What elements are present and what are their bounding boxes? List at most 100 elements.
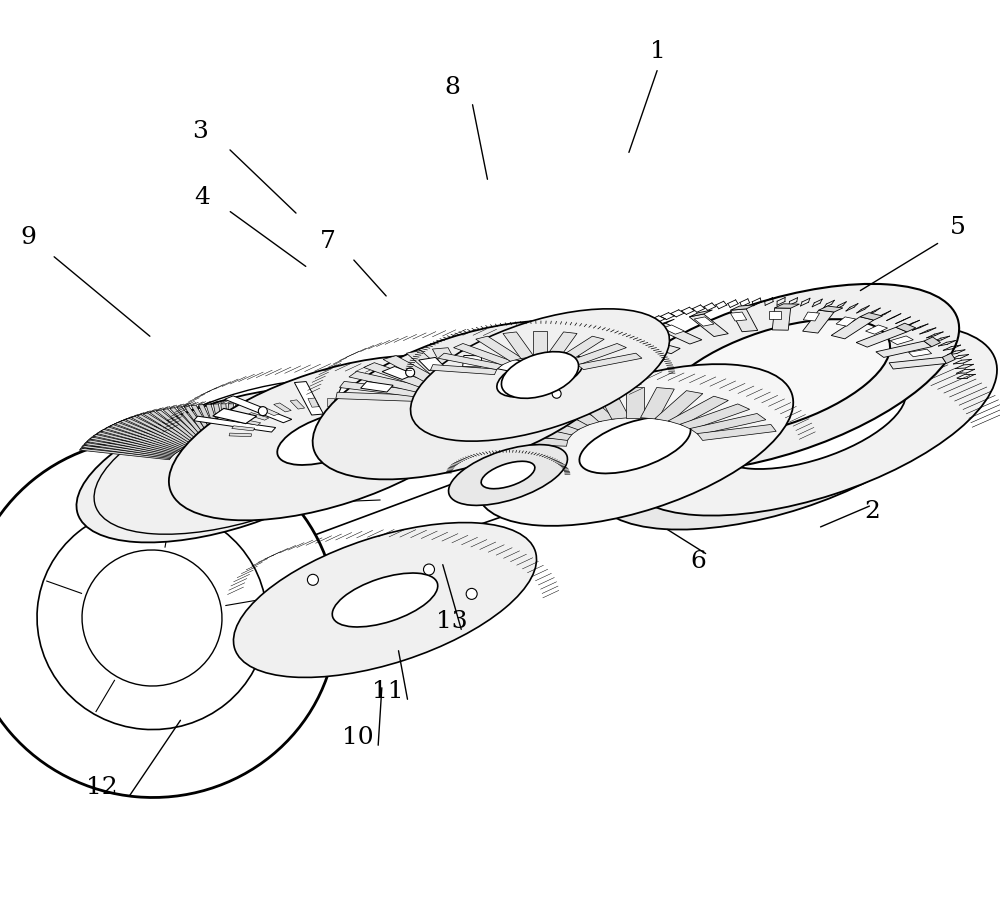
Polygon shape (177, 407, 211, 442)
Ellipse shape (411, 309, 669, 441)
Polygon shape (637, 336, 660, 344)
Polygon shape (504, 413, 580, 435)
Polygon shape (831, 317, 874, 339)
Polygon shape (238, 419, 261, 425)
Polygon shape (430, 364, 497, 375)
Polygon shape (730, 312, 747, 321)
Polygon shape (247, 412, 269, 420)
Polygon shape (184, 406, 214, 442)
Polygon shape (497, 359, 526, 372)
Text: 9: 9 (20, 226, 36, 249)
Polygon shape (143, 413, 198, 446)
Polygon shape (267, 419, 335, 448)
Ellipse shape (501, 352, 579, 399)
Polygon shape (482, 351, 530, 382)
Polygon shape (607, 352, 665, 365)
Circle shape (424, 564, 434, 575)
Polygon shape (283, 442, 371, 458)
Ellipse shape (579, 417, 691, 474)
Ellipse shape (591, 339, 965, 530)
Polygon shape (680, 404, 750, 429)
Polygon shape (335, 387, 363, 403)
Polygon shape (509, 371, 587, 392)
Polygon shape (194, 416, 276, 432)
Polygon shape (819, 306, 843, 312)
Polygon shape (279, 434, 362, 454)
Polygon shape (280, 437, 366, 455)
Polygon shape (336, 392, 417, 401)
Text: 11: 11 (372, 680, 404, 703)
Polygon shape (533, 331, 547, 357)
Polygon shape (250, 409, 292, 443)
Polygon shape (607, 347, 622, 358)
Ellipse shape (418, 374, 518, 426)
Ellipse shape (178, 439, 278, 490)
Polygon shape (274, 403, 291, 412)
Polygon shape (476, 336, 522, 361)
Polygon shape (369, 403, 386, 412)
Polygon shape (213, 409, 257, 424)
Polygon shape (263, 416, 324, 447)
Polygon shape (232, 426, 255, 431)
Polygon shape (110, 425, 184, 450)
Polygon shape (655, 390, 703, 421)
Ellipse shape (660, 319, 890, 437)
Polygon shape (731, 304, 755, 310)
Polygon shape (600, 369, 656, 377)
Ellipse shape (82, 550, 222, 686)
Polygon shape (361, 381, 393, 392)
Polygon shape (383, 356, 444, 385)
Polygon shape (382, 367, 415, 380)
Polygon shape (558, 336, 604, 361)
Polygon shape (340, 381, 421, 397)
Polygon shape (294, 381, 323, 415)
Polygon shape (290, 400, 305, 409)
Polygon shape (247, 408, 285, 443)
Circle shape (420, 430, 429, 439)
Text: 10: 10 (342, 727, 374, 749)
Polygon shape (163, 409, 206, 444)
Polygon shape (626, 387, 644, 418)
Polygon shape (490, 437, 568, 447)
Polygon shape (341, 398, 352, 407)
Polygon shape (542, 396, 602, 425)
Polygon shape (618, 349, 641, 357)
Polygon shape (438, 353, 503, 370)
Text: 2: 2 (864, 500, 880, 524)
Polygon shape (626, 336, 680, 353)
Text: 3: 3 (192, 120, 208, 143)
Polygon shape (577, 353, 642, 370)
Polygon shape (277, 431, 358, 453)
Polygon shape (492, 356, 553, 385)
Text: 12: 12 (86, 776, 118, 799)
Polygon shape (502, 362, 572, 389)
Polygon shape (206, 404, 223, 441)
Polygon shape (80, 448, 171, 459)
Polygon shape (419, 357, 446, 371)
Polygon shape (84, 442, 173, 458)
Polygon shape (227, 404, 233, 441)
Polygon shape (399, 419, 422, 425)
Polygon shape (156, 410, 203, 444)
Polygon shape (381, 408, 401, 416)
Polygon shape (460, 347, 476, 380)
Polygon shape (626, 332, 643, 342)
Circle shape (552, 390, 561, 399)
Polygon shape (690, 413, 766, 435)
Polygon shape (876, 341, 932, 357)
Polygon shape (229, 433, 252, 437)
Polygon shape (889, 357, 946, 369)
Polygon shape (471, 348, 504, 381)
Polygon shape (689, 310, 712, 317)
Polygon shape (866, 325, 888, 334)
Polygon shape (270, 422, 340, 449)
Polygon shape (924, 337, 941, 347)
Polygon shape (170, 408, 208, 443)
Circle shape (258, 407, 267, 416)
Polygon shape (90, 437, 175, 456)
Ellipse shape (449, 445, 567, 506)
Polygon shape (258, 412, 311, 445)
Polygon shape (97, 432, 178, 453)
Polygon shape (641, 388, 674, 419)
Ellipse shape (0, 439, 337, 797)
